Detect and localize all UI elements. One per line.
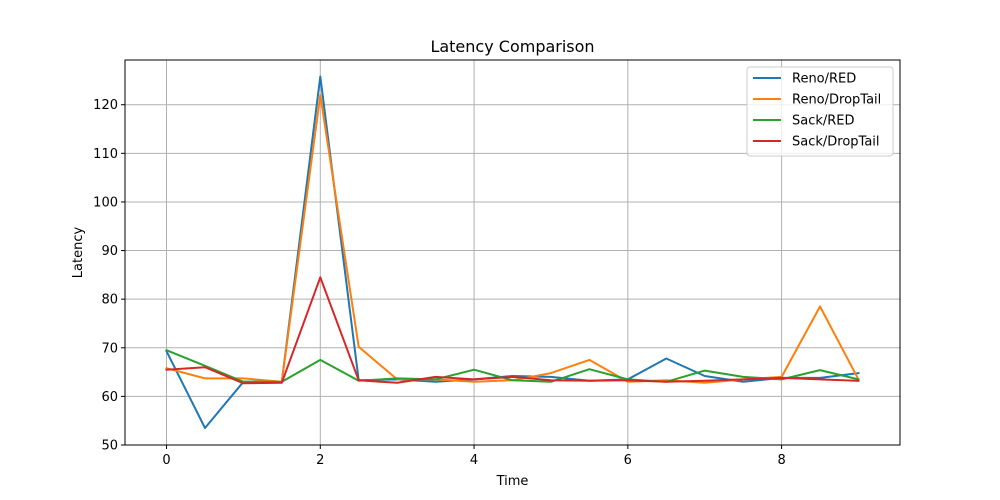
plot-frame: [124, 59, 901, 446]
x-tick-label: 6: [624, 453, 632, 468]
x-axis-label: Time: [496, 474, 529, 489]
y-tick-label: 80: [101, 293, 118, 308]
y-tick-label: 50: [101, 439, 118, 454]
legend-label: Reno/RED: [792, 72, 856, 87]
y-tick-label: 60: [101, 390, 118, 405]
x-tick-label: 2: [316, 453, 324, 468]
y-tick-label: 120: [93, 98, 118, 113]
y-tick-label: 100: [93, 195, 118, 210]
y-axis-label: Latency: [71, 227, 86, 279]
x-tick-label: 4: [470, 453, 478, 468]
legend-box: [746, 66, 894, 157]
y-tick-label: 90: [101, 244, 118, 259]
legend: Reno/RED Reno/DropTail Sack/RED Sack/DropTa…: [746, 66, 894, 157]
series-layer: [165, 75, 860, 429]
chart-title: Latency Comparison: [430, 37, 594, 56]
legend-label: Reno/DropTail: [792, 93, 881, 108]
y-tick-label: 110: [93, 147, 118, 162]
y-axis: 50 60 70 80 90 100 110 120: [93, 98, 125, 454]
x-axis: 0 2 4 6 8: [162, 445, 786, 468]
x-tick-label: 0: [162, 453, 170, 468]
legend-label: Sack/RED: [792, 114, 855, 129]
legend-label: Sack/DropTail: [792, 135, 880, 150]
series-line-sack-droptail: [165, 276, 860, 385]
x-tick-label: 8: [777, 453, 785, 468]
y-tick-label: 70: [101, 341, 118, 356]
